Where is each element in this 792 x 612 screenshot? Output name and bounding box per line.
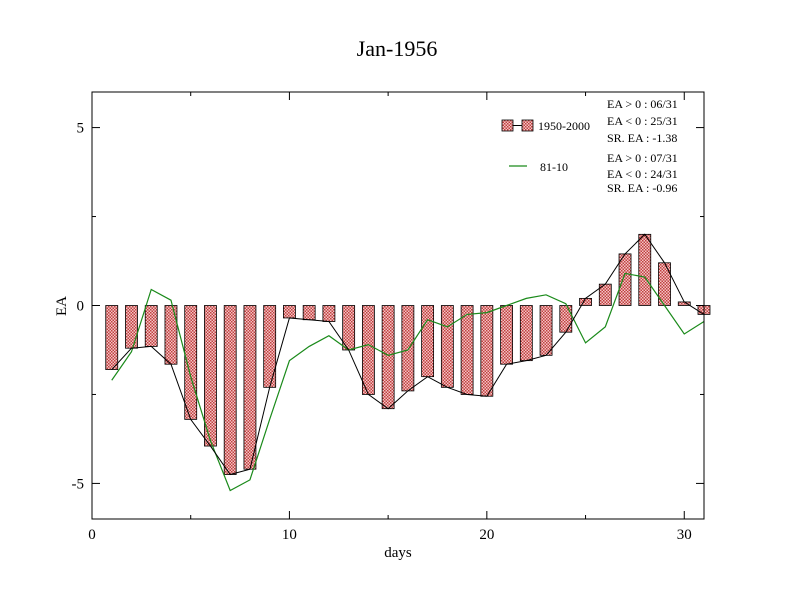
bar-day-19 [460, 305, 474, 395]
y-tick-label: 5 [77, 121, 85, 137]
line-81-10 [111, 272, 705, 492]
chart-title: Jan-1956 [357, 36, 438, 61]
y-tick-label: 0 [77, 299, 85, 315]
bar-day-28 [638, 233, 652, 306]
stat-text: SR. EA : -1.38 [607, 131, 677, 145]
x-tick-label: 30 [677, 527, 692, 543]
legend-bar-swatch [521, 119, 534, 132]
bar-day-9 [263, 305, 277, 388]
bar-day-1 [105, 305, 119, 370]
bar-day-14 [361, 305, 375, 395]
bar-day-2 [125, 305, 138, 349]
x-axis: 0 10 20 30 [88, 92, 692, 543]
legend-label-81-10: 81-10 [540, 160, 568, 174]
stat-text: EA > 0 : 06/31 [607, 97, 678, 111]
stat-text: EA < 0 : 24/31 [607, 167, 678, 181]
bar-day-23 [539, 305, 553, 356]
bar-day-18 [440, 305, 454, 388]
legend-item-81-10: 81-10 [509, 160, 568, 174]
bar-day-24 [559, 305, 573, 333]
bar-day-16 [401, 305, 415, 392]
x-tick-label: 10 [282, 527, 297, 543]
x-axis-label: days [384, 545, 412, 561]
bar-day-3 [144, 305, 158, 347]
y-axis-label: EA [54, 296, 70, 316]
bar-day-27 [618, 253, 632, 306]
y-tick-label: -5 [72, 476, 85, 492]
legend-label-1950-2000: 1950-2000 [538, 119, 590, 133]
stats-block-81-10: EA > 0 : 07/31 EA < 0 : 24/31 SR. EA : -… [607, 151, 678, 195]
line-series [111, 233, 705, 492]
bar-day-25 [579, 297, 592, 306]
stats-block-1950-2000: EA > 0 : 06/31 EA < 0 : 25/31 SR. EA : -… [607, 97, 678, 145]
x-tick-label: 20 [479, 527, 494, 543]
bar-day-11 [302, 305, 316, 321]
bar-day-6 [204, 305, 217, 447]
legend-item-1950-2000: 1950-2000 [501, 119, 590, 133]
bar-day-17 [421, 305, 435, 378]
bar-series [105, 233, 711, 475]
bar-day-12 [322, 305, 336, 322]
bar-day-20 [480, 305, 494, 397]
line-1950-2000 [111, 233, 705, 476]
bar-day-7 [223, 305, 237, 475]
stat-text: SR. EA : -0.96 [607, 181, 677, 195]
bar-day-22 [519, 305, 533, 362]
bar-day-8 [243, 305, 257, 470]
legend: 1950-2000 EA > 0 : 06/31 EA < 0 : 25/31 … [501, 97, 678, 195]
stat-text: EA < 0 : 25/31 [607, 114, 678, 128]
legend-bar-swatch [501, 119, 514, 132]
y-axis: 5 0 -5 [72, 121, 704, 492]
x-tick-label: 0 [88, 527, 96, 543]
stat-text: EA > 0 : 07/31 [607, 151, 678, 165]
bar-day-21 [500, 305, 513, 365]
bar-day-10 [283, 305, 296, 319]
bar-day-15 [381, 305, 395, 410]
